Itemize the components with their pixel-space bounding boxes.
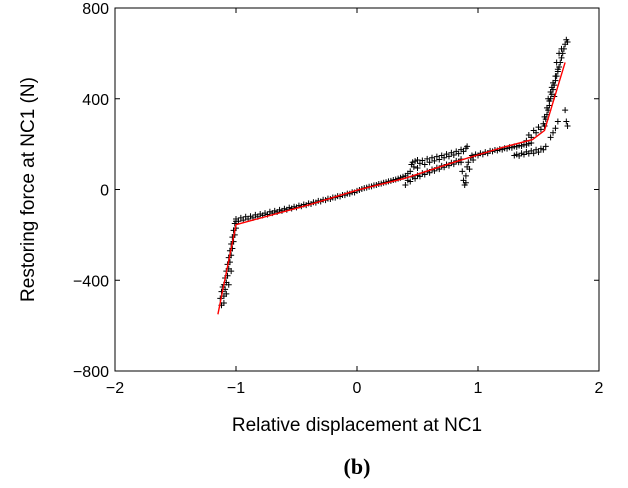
data-point: [564, 39, 571, 46]
x-tick-label: 1: [474, 380, 483, 397]
data-point: [548, 84, 555, 91]
data-point: [552, 125, 559, 132]
data-point: [431, 157, 438, 164]
data-point: [410, 163, 417, 170]
x-tick-label: 0: [353, 380, 362, 397]
data-point: [562, 107, 569, 114]
data-point: [550, 129, 557, 136]
data-point: [462, 179, 469, 186]
y-axis-title: Restoring force at NC1 (N): [18, 77, 39, 302]
y-tick-label: 0: [100, 183, 109, 200]
data-point: [421, 161, 428, 168]
data-point: [553, 59, 560, 66]
data-point: [445, 153, 452, 160]
data-point: [554, 118, 561, 125]
data-point: [530, 150, 537, 157]
data-point: [547, 88, 554, 95]
data-point: [407, 178, 414, 185]
y-axis-ticks: −800 −400 0 400 800: [73, 1, 599, 381]
data-point: [235, 218, 242, 225]
data-point: [537, 126, 544, 133]
data-point: [535, 149, 542, 156]
data-point: [424, 155, 431, 162]
data-point: [455, 150, 462, 157]
data-point: [558, 45, 565, 52]
x-tick-label: −1: [227, 380, 245, 397]
data-point: [540, 146, 547, 153]
data-point: [414, 164, 421, 171]
data-point: [402, 181, 409, 188]
data-point: [460, 148, 467, 155]
y-tick-label: 800: [82, 1, 109, 18]
data-point: [470, 157, 477, 164]
panel-label: (b): [344, 454, 371, 479]
data-point: [225, 281, 232, 288]
fit-line: [217, 62, 566, 315]
data-point: [450, 152, 457, 159]
data-point: [426, 159, 433, 166]
data-point: [223, 290, 230, 297]
data-point: [554, 66, 561, 73]
data-point: [459, 168, 466, 175]
data-point: [465, 159, 472, 166]
data-point: [552, 73, 559, 80]
data-point: [550, 79, 557, 86]
data-point: [229, 245, 236, 252]
data-point: [563, 118, 570, 125]
data-point: [436, 156, 443, 163]
x-axis-title: Relative displacement at NC1: [232, 415, 482, 436]
data-point: [558, 54, 565, 61]
data-point: [533, 129, 540, 136]
y-tick-label: 400: [82, 92, 109, 109]
data-point: [547, 134, 554, 141]
data-point: [556, 50, 563, 57]
x-tick-label: 2: [595, 380, 604, 397]
data-point: [441, 154, 448, 161]
data-point: [464, 143, 471, 150]
data-point: [528, 139, 535, 146]
x-tick-label: −2: [106, 380, 124, 397]
data-point: [416, 173, 423, 180]
data-point: [412, 175, 419, 182]
data-point: [429, 154, 436, 161]
data-point: [466, 166, 473, 173]
data-point: [564, 122, 571, 129]
data-point: [542, 143, 549, 150]
data-point: [543, 104, 550, 111]
data-point: [407, 168, 414, 175]
y-tick-label: −400: [73, 273, 109, 290]
data-point: [546, 98, 553, 105]
y-tick-label: −800: [73, 364, 109, 381]
data-point: [228, 268, 235, 275]
data-point: [419, 157, 426, 164]
data-point: [541, 113, 548, 120]
data-point: [462, 172, 469, 179]
x-axis-ticks: −2 −1 0 1 2: [106, 8, 604, 397]
